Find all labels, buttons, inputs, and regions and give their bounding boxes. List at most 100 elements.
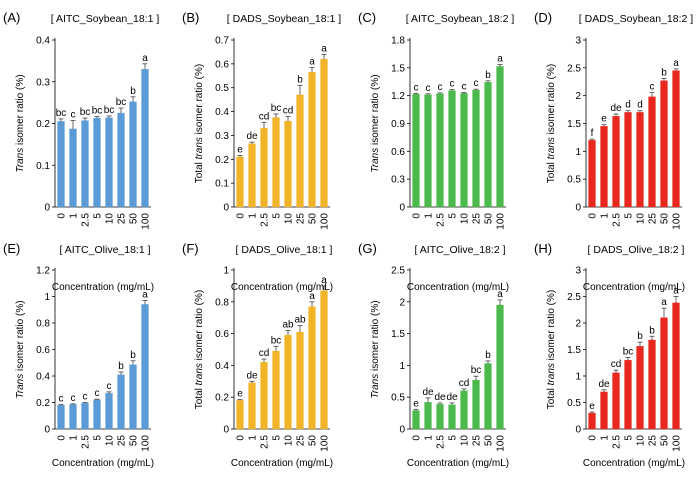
y-tick-label: 0 xyxy=(575,425,581,436)
y-axis-title-rest: isomer ratio (%) xyxy=(370,300,381,373)
bar xyxy=(624,112,632,208)
significance-letter: de xyxy=(422,387,434,398)
significance-letter: bc xyxy=(116,97,127,108)
y-tick-label: 0.3 xyxy=(215,131,229,142)
x-tick-label: 50 xyxy=(484,213,495,225)
x-tick-label: 25 xyxy=(117,435,128,447)
bar xyxy=(484,363,492,430)
panel-label: (E) xyxy=(3,241,20,256)
significance-letter: e xyxy=(601,114,607,125)
y-tick-label: 0.6 xyxy=(36,345,50,356)
x-axis-title: Concentration (mg/mL) xyxy=(583,282,685,293)
x-tick-label: 50 xyxy=(129,435,140,447)
x-tick-label: 100 xyxy=(672,435,683,452)
bar xyxy=(272,350,280,430)
y-axis-title-prefix: Total xyxy=(546,159,557,183)
x-tick-label: 1 xyxy=(600,435,611,441)
x-tick-label: 1 xyxy=(248,213,259,219)
panel-title: [ DADS_Olive_18:2 ] xyxy=(588,244,685,256)
x-tick-label: 1 xyxy=(424,435,435,441)
significance-letter: c xyxy=(59,393,64,404)
x-tick-label: 5 xyxy=(93,435,104,441)
x-tick-label: 50 xyxy=(660,435,671,447)
y-tick-label: 1 xyxy=(575,372,581,383)
y-tick-label: 0 xyxy=(223,203,229,214)
y-tick-label: 1 xyxy=(575,147,581,158)
significance-letter: de xyxy=(446,392,458,403)
x-tick-label: 2.5 xyxy=(260,435,271,449)
y-tick-label: 0 xyxy=(399,203,405,214)
bar xyxy=(496,66,504,208)
y-tick-label: 0.9 xyxy=(391,119,405,130)
y-tick-label: 0.5 xyxy=(567,175,581,186)
panel-title: [ DADS_Olive_18:1 ] xyxy=(236,244,333,256)
significance-letter: cd xyxy=(611,359,622,370)
significance-letter: a xyxy=(661,297,667,308)
bar xyxy=(236,156,244,208)
bar xyxy=(412,410,420,430)
y-tick-label: 2 xyxy=(575,319,581,330)
significance-letter: ab xyxy=(294,315,306,326)
x-tick-label: 10 xyxy=(105,435,116,447)
bar xyxy=(308,306,316,430)
panel-title: [ AITC_Soybean_18:1 ] xyxy=(51,13,160,25)
bar xyxy=(672,70,680,208)
x-tick-label: 0 xyxy=(588,213,599,219)
significance-letter: e xyxy=(237,144,243,155)
bar xyxy=(424,402,432,430)
significance-letter: de xyxy=(610,103,622,114)
bar xyxy=(296,331,304,430)
bar xyxy=(105,117,113,208)
significance-letter: b xyxy=(297,74,303,85)
y-tick-label: 0.4 xyxy=(215,107,229,118)
bar xyxy=(496,304,504,430)
panel-label: (D) xyxy=(534,10,552,25)
x-tick-label: 100 xyxy=(320,435,331,452)
bar xyxy=(260,362,268,430)
y-axis-title-italic: Trans xyxy=(15,374,26,399)
x-tick-label: 0 xyxy=(412,213,423,219)
x-tick-label: 5 xyxy=(93,213,104,219)
significance-letter: bc xyxy=(104,105,115,116)
bar xyxy=(412,94,420,208)
y-tick-label: 0.6 xyxy=(215,329,229,340)
x-tick-label: 100 xyxy=(672,213,683,230)
bar xyxy=(260,128,268,208)
y-tick-label: 0.8 xyxy=(215,297,229,308)
significance-letter: a xyxy=(673,58,679,69)
panel-title: [ AITC_Olive_18:2 ] xyxy=(414,244,505,256)
x-tick-label: 5 xyxy=(624,435,635,441)
significance-letter: de xyxy=(246,131,258,142)
x-tick-label: 0 xyxy=(57,435,68,441)
bar xyxy=(308,72,316,208)
significance-letter: b xyxy=(118,361,124,372)
y-tick-label: 3 xyxy=(575,36,581,47)
bar xyxy=(57,404,65,430)
y-axis-title-italic: trans xyxy=(546,363,557,385)
significance-letter: c xyxy=(438,82,443,93)
significance-letter: ab xyxy=(282,319,294,330)
bar xyxy=(236,400,244,430)
bar xyxy=(460,390,468,430)
x-tick-label: 0 xyxy=(236,435,247,441)
x-tick-label: 25 xyxy=(472,213,483,225)
bar xyxy=(660,80,668,208)
significance-letter: c xyxy=(71,110,76,121)
significance-letter: c xyxy=(450,79,455,90)
bar xyxy=(320,58,328,208)
bar xyxy=(436,93,444,208)
significance-letter: bc xyxy=(92,105,103,116)
significance-letter: c xyxy=(462,81,467,92)
x-axis-title: Concentration (mg/mL) xyxy=(231,282,333,293)
y-tick-label: 3 xyxy=(575,266,581,277)
bar xyxy=(672,302,680,430)
significance-letter: c xyxy=(650,81,655,92)
panel-g: (G) [ AITC_Olive_18:2 ] 0 0.5 1 1.5 2 2.5 Trans … xyxy=(358,241,509,469)
y-axis-title-italic: Trans xyxy=(370,148,381,173)
significance-letter: c xyxy=(107,381,112,392)
x-axis-title: Concentration (mg/mL) xyxy=(583,458,685,469)
x-tick-label: 50 xyxy=(484,435,495,447)
significance-letter: a xyxy=(497,54,503,65)
x-tick-label: 100 xyxy=(141,213,152,230)
